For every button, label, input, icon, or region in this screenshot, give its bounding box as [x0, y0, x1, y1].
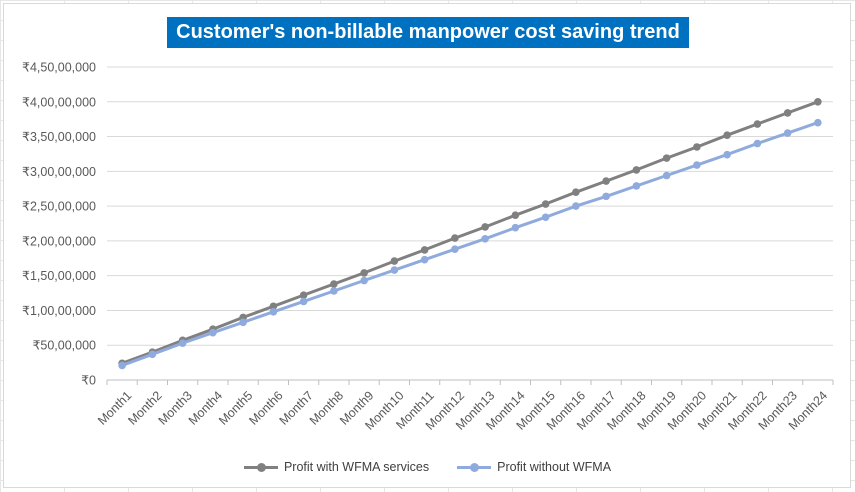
y-tick-label: ₹3,00,00,000 — [22, 165, 96, 179]
y-tick-label: ₹4,00,00,000 — [22, 95, 96, 109]
data-point — [753, 120, 762, 128]
data-point — [662, 154, 671, 162]
data-point — [481, 223, 489, 231]
data-point — [330, 287, 338, 295]
data-point — [360, 276, 368, 285]
data-point — [420, 255, 429, 264]
data-point — [390, 266, 399, 274]
data-point — [753, 139, 762, 148]
y-tick-label: ₹1,00,00,000 — [22, 304, 96, 318]
data-point — [451, 234, 459, 242]
data-point — [178, 339, 187, 347]
y-tick-label: ₹1,50,00,000 — [22, 269, 96, 283]
data-point — [602, 192, 610, 201]
chart-title: Customer's non-billable manpower cost sa… — [167, 17, 689, 48]
data-point — [632, 182, 641, 190]
data-point — [269, 308, 278, 316]
data-point — [783, 129, 792, 137]
data-point — [541, 200, 550, 208]
legend-swatch-series-1 — [243, 462, 278, 472]
data-point — [360, 269, 368, 277]
data-point — [420, 246, 429, 254]
series-line-2 — [121, 121, 819, 367]
y-tick-label: ₹4,50,00,000 — [22, 61, 96, 75]
data-point — [118, 361, 126, 370]
data-point — [662, 171, 671, 180]
data-point — [148, 350, 157, 359]
data-point — [330, 280, 338, 288]
data-point — [723, 131, 731, 139]
y-tick-label: ₹50,00,000 — [32, 339, 96, 353]
legend-label-series-1: Profit with WFMA services — [283, 460, 430, 474]
data-point — [723, 150, 731, 159]
data-point — [572, 202, 580, 210]
data-point — [299, 291, 308, 299]
y-tick-label: ₹0 — [81, 374, 96, 388]
data-point — [451, 245, 459, 254]
data-point — [693, 143, 701, 151]
data-point — [783, 109, 792, 117]
legend-item-series-1: Profit with WFMA services — [243, 460, 430, 474]
data-point — [572, 188, 580, 196]
y-tick-label: ₹2,00,00,000 — [22, 234, 96, 248]
data-point — [541, 213, 550, 222]
data-point — [239, 318, 247, 327]
chart-legend: Profit with WFMA services Profit without… — [0, 457, 855, 477]
data-point — [693, 161, 701, 169]
legend-swatch-series-2 — [457, 462, 492, 472]
data-point — [269, 302, 278, 311]
data-point — [390, 257, 399, 265]
data-point — [299, 297, 308, 306]
data-point — [814, 118, 822, 127]
data-point — [602, 177, 610, 185]
data-point — [511, 211, 520, 219]
legend-label-series-2: Profit without WFMA — [497, 460, 612, 474]
data-point — [209, 328, 217, 337]
data-point — [481, 235, 489, 243]
y-tick-label: ₹3,50,00,000 — [22, 130, 96, 144]
y-tick-label: ₹2,50,00,000 — [22, 200, 96, 214]
series-line-1 — [121, 100, 819, 365]
legend-item-series-2: Profit without WFMA — [457, 460, 611, 474]
data-point — [632, 166, 641, 174]
data-point — [511, 223, 520, 232]
data-point — [814, 97, 822, 106]
chart-area[interactable] — [3, 3, 851, 488]
